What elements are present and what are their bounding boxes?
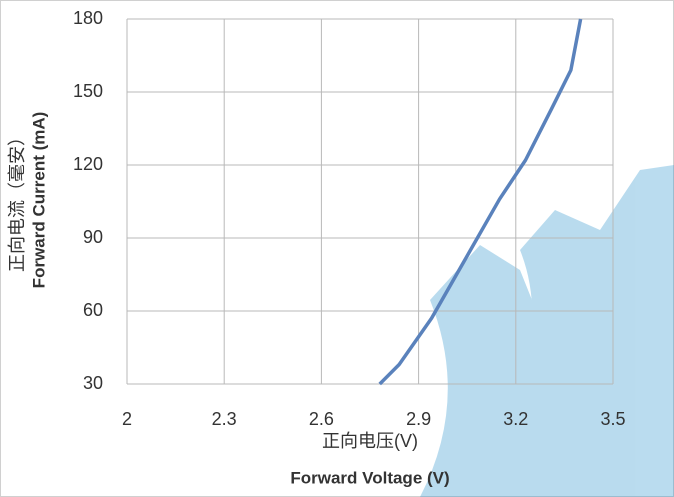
x-tick-label: 3.2	[503, 409, 528, 429]
y-tick-label: 180	[73, 8, 103, 28]
y-tick-label: 60	[83, 300, 103, 320]
y-tick-label: 90	[83, 227, 103, 247]
data-line	[378, 18, 583, 386]
x-axis-label-en: Forward Voltage (V)	[290, 468, 449, 487]
y-tick-label: 150	[73, 81, 103, 101]
x-tick-label: 2.3	[212, 409, 237, 429]
x-tick-label: 2.6	[309, 409, 334, 429]
x-tick-label: 3.5	[600, 409, 625, 429]
y-tick-label: 120	[73, 154, 103, 174]
y-axis-label: 正向电流（毫安）	[7, 128, 27, 272]
y-axis-label-en: Forward Current (mA)	[29, 112, 48, 289]
y-tick-label: 30	[83, 373, 103, 393]
x-tick-label: 2	[122, 409, 132, 429]
x-tick-label: 2.9	[406, 409, 431, 429]
x-axis-label: 正向电压(V)	[322, 431, 418, 451]
watermark	[420, 165, 674, 497]
